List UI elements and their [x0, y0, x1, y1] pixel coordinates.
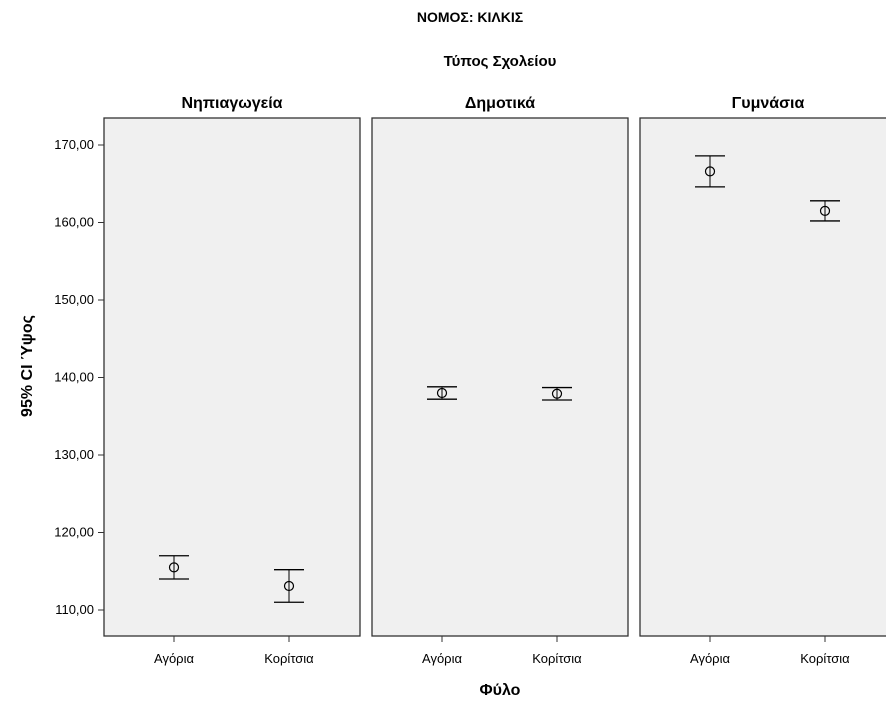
y-tick-label: 120,00 — [54, 525, 94, 540]
y-tick-label: 140,00 — [54, 370, 94, 385]
x-axis-label: Φύλο — [480, 682, 521, 699]
panel-title: Γυμνάσια — [732, 95, 805, 112]
x-tick-label: Κορίτσια — [264, 651, 314, 666]
x-tick-label: Αγόρια — [690, 651, 730, 666]
y-tick-label: 150,00 — [54, 292, 94, 307]
mean-marker — [168, 562, 180, 573]
panel-3 — [639, 117, 886, 637]
x-tick-label: Κορίτσια — [532, 651, 582, 666]
panel-title: Δημοτικά — [465, 95, 535, 112]
y-axis-label: 95% CI Ύψος — [19, 315, 36, 417]
mean-marker — [819, 205, 831, 216]
panel-1 — [103, 117, 361, 637]
x-tick-label: Κορίτσια — [800, 651, 850, 666]
panel-2 — [371, 117, 629, 637]
x-tick-label: Αγόρια — [154, 651, 194, 666]
panel-group-label: Τύπος Σχολείου — [444, 53, 557, 70]
y-tick-label: 160,00 — [54, 215, 94, 230]
mean-marker — [436, 387, 448, 399]
mean-marker — [283, 580, 295, 592]
y-tick-label: 130,00 — [54, 447, 94, 462]
y-tick-label: 170,00 — [54, 137, 94, 152]
plot-area: Νηπιαγωγεία Αγόρια Κορίτσια Δημοτικά Αγόρια Κ… — [54, 95, 886, 666]
mean-marker — [551, 388, 563, 399]
y-tick-label: 110,00 — [55, 602, 94, 617]
panel-title: Νηπιαγωγεία — [181, 95, 282, 112]
x-tick-label: Αγόρια — [422, 651, 462, 666]
mean-marker — [704, 166, 716, 177]
chart-title: ΝΟΜΟΣ: ΚΙΛΚΙΣ — [417, 9, 523, 25]
